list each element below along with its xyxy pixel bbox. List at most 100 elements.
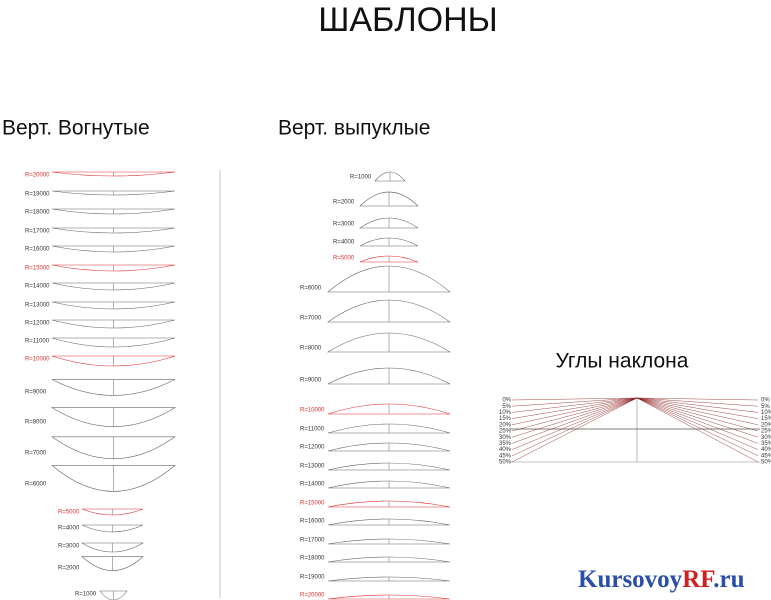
convex-template (327, 594, 451, 600)
slope-line (636, 397, 759, 444)
angle-label: 45% (499, 453, 512, 459)
slope-line (511, 397, 638, 456)
concave-template (51, 465, 176, 492)
convex-template (327, 403, 451, 415)
angles-title: Углы наклона (556, 350, 689, 373)
radius-label: R=16000 (25, 247, 50, 253)
radius-label: R=7000 (25, 451, 47, 457)
radius-label: R=9000 (25, 390, 47, 396)
angle-label: 35% (499, 441, 512, 447)
slope-line (511, 397, 638, 438)
concave-template (81, 524, 144, 533)
radius-label: R=6000 (25, 482, 47, 488)
watermark-part: .ru (713, 566, 744, 593)
angle-label: 45% (761, 453, 771, 459)
concave-template (51, 337, 176, 348)
convex-template (327, 423, 451, 434)
radius-label: R=3000 (333, 222, 355, 228)
concave-template (51, 190, 176, 196)
convex-template (327, 538, 451, 545)
radius-label: R=7000 (300, 316, 322, 322)
angle-label: 15% (761, 416, 771, 422)
page-title: ШАБЛОНЫ (318, 1, 498, 39)
convex-template (327, 367, 451, 385)
convex-template (327, 576, 451, 582)
radius-label: R=18000 (300, 556, 325, 562)
concave-template (51, 208, 176, 215)
radius-label: R=6000 (300, 286, 322, 292)
slope-line (511, 397, 638, 463)
convex-template (359, 191, 419, 207)
concave-template (50, 407, 177, 427)
angle-label: 5% (761, 404, 770, 410)
slope-line (636, 397, 759, 463)
slope-line (511, 397, 638, 407)
slope-line (511, 397, 638, 401)
convex-template (359, 255, 419, 263)
concave-template (51, 227, 176, 234)
convex-template (327, 442, 451, 452)
convex-template (327, 480, 451, 489)
concave-template (51, 319, 176, 329)
angle-label: 10% (499, 410, 512, 416)
slope-line (511, 397, 638, 432)
slope-line (636, 397, 759, 438)
radius-label: R=11000 (25, 339, 50, 345)
radius-label: R=9000 (300, 378, 322, 384)
radius-label: R=8000 (25, 420, 47, 426)
slope-line (511, 397, 638, 419)
slope-line (511, 397, 638, 425)
slope-line (636, 397, 759, 425)
radius-label: R=14000 (300, 482, 325, 488)
concave-template (51, 171, 176, 177)
radius-label: R=11000 (300, 427, 325, 433)
angle-label: 50% (499, 460, 512, 466)
angle-label: 40% (761, 447, 771, 453)
radius-label: R=4000 (58, 526, 80, 532)
concave-template (51, 301, 176, 310)
convex-template (359, 217, 419, 229)
radius-label: R=14000 (25, 284, 50, 290)
convex-template (327, 500, 451, 508)
radius-label: R=10000 (300, 408, 325, 414)
radius-label: R=15000 (300, 501, 325, 507)
radius-label: R=2000 (58, 566, 80, 572)
convex-template (374, 171, 406, 182)
convex-template (327, 299, 451, 323)
convex-template (326, 332, 452, 353)
angle-label: 0% (761, 398, 770, 404)
angle-label: 0% (502, 398, 511, 404)
angle-label: 20% (761, 422, 771, 428)
radius-label: R=5000 (333, 256, 355, 262)
convex-template (327, 265, 451, 293)
radius-label: R=3000 (58, 544, 80, 550)
radius-label: R=18000 (25, 210, 50, 216)
radius-label: R=5000 (58, 510, 80, 516)
radius-label: R=20000 (300, 593, 325, 599)
radius-label: R=20000 (25, 173, 50, 179)
radius-label: R=19000 (300, 575, 325, 581)
radius-label: R=10000 (25, 357, 50, 363)
concave-template (51, 245, 176, 253)
slope-line (511, 397, 638, 444)
angle-label: 25% (761, 429, 771, 435)
concave-template (51, 379, 176, 396)
angle-label: 15% (499, 416, 512, 422)
radius-label: R=16000 (300, 519, 325, 525)
radius-label: R=8000 (300, 346, 322, 352)
angle-label: 10% (761, 410, 771, 416)
radius-label: R=17000 (25, 229, 50, 235)
concave-template (51, 355, 176, 367)
slope-line (636, 397, 759, 419)
radius-label: R=12000 (25, 321, 50, 327)
convex-template (327, 556, 451, 563)
concave-template (51, 282, 176, 291)
radius-label: R=1000 (75, 592, 97, 598)
watermark: KursovoyRF.ru (578, 566, 745, 593)
slope-line (636, 397, 759, 432)
slope-line (636, 397, 759, 456)
radius-label: R=15000 (25, 266, 50, 272)
angle-label: 30% (499, 435, 512, 441)
angle-label: 25% (499, 429, 512, 435)
